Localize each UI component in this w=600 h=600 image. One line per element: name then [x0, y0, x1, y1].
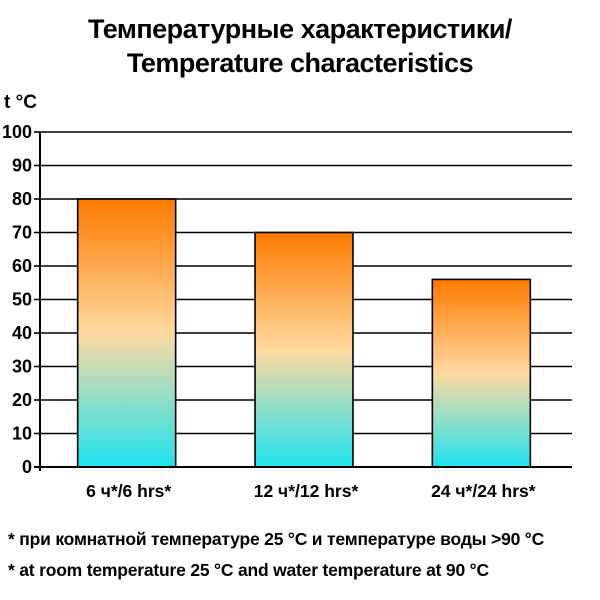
- bar-1: [76, 198, 177, 468]
- x-tick-label-1: 6 ч*/6 hrs*: [86, 481, 171, 501]
- x-tick-label-2: 12 ч*/12 hrs*: [254, 481, 359, 501]
- axes: [34, 131, 572, 471]
- labels: 0 10 20 30 40 50 60 70 80 90 100 t °C 6 ч*/6 hrs* 12 …: [2, 92, 536, 501]
- chart-title-line1: Температурные характеристики/: [88, 14, 512, 44]
- y-tick-label-40: 40: [12, 323, 32, 343]
- y-tick-label-70: 70: [12, 223, 32, 243]
- y-tick-label-80: 80: [12, 189, 32, 209]
- footnote-russian: * при комнатной температуре 25 °С и темп…: [8, 529, 545, 549]
- y-tick-label-90: 90: [12, 156, 32, 176]
- bar-2: [254, 231, 354, 468]
- bars: [76, 198, 532, 468]
- bar-3: [431, 278, 532, 468]
- x-tick-label-3: 24 ч*/24 hrs*: [431, 481, 536, 501]
- footnote-english: * at room temperature 25 °C and water te…: [8, 560, 489, 580]
- y-tick-label-0: 0: [22, 457, 32, 477]
- y-tick-label-20: 20: [12, 390, 32, 410]
- y-tick-label-30: 30: [12, 357, 32, 377]
- y-tick-label-50: 50: [12, 290, 32, 310]
- y-tick-label-60: 60: [12, 256, 32, 276]
- y-axis-label: t °C: [4, 92, 37, 113]
- y-tick-label-100: 100: [2, 122, 32, 142]
- y-tick-label-10: 10: [12, 424, 32, 444]
- chart-title-line2: Temperature characteristics: [126, 48, 474, 78]
